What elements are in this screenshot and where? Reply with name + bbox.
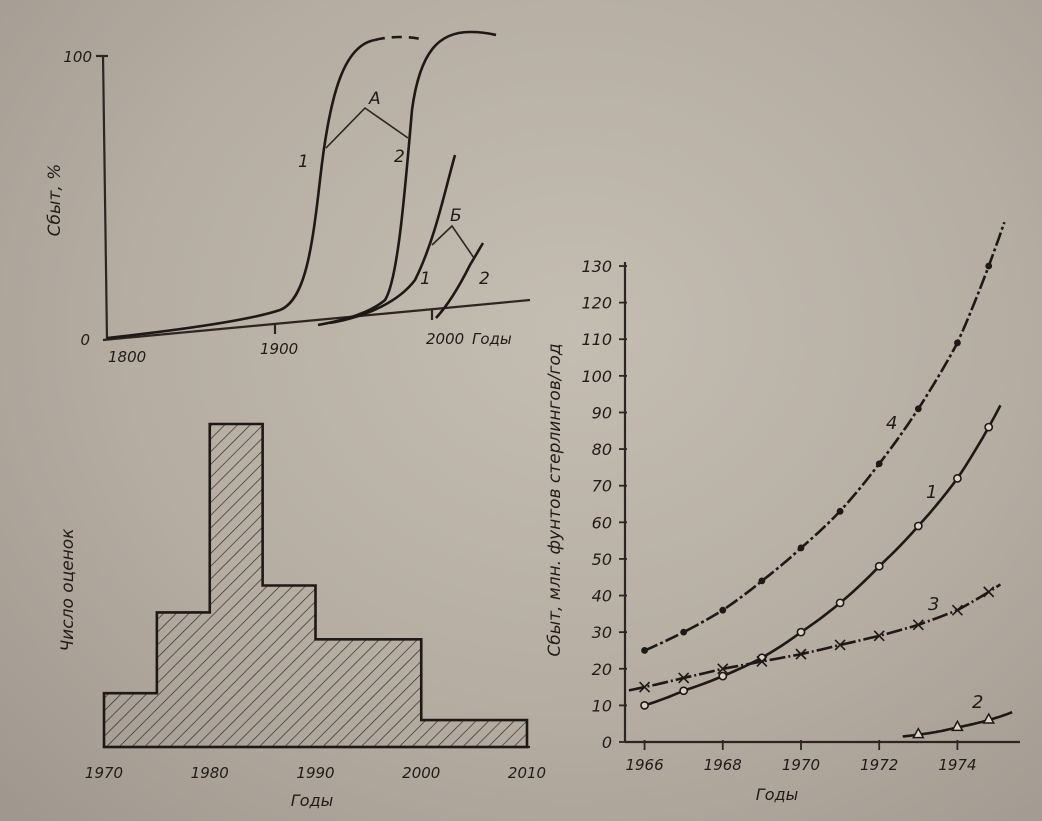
sales-y-tick-label: 50 — [592, 550, 612, 569]
sales-y-tick-label: 70 — [592, 477, 612, 496]
sales-y-tick-label: 10 — [592, 696, 612, 715]
s-curve-label-a2: 2 — [394, 147, 405, 167]
sales-y-tick-label: 40 — [592, 587, 612, 606]
sales-series-4-label: 4 — [886, 413, 897, 434]
s-curve-chart: 0 100 Сбыт, % 1800 1900 2000 Годы А Б 1 … — [45, 30, 531, 366]
sales-y-tick-label: 0 — [602, 733, 612, 752]
histogram-x-tick-label: 2000 — [402, 764, 440, 782]
sales-series-3-point — [951, 604, 963, 616]
s-curve-x-tick-label: 1800 — [108, 348, 146, 366]
s-curve-y-tick-label: 0 — [80, 331, 90, 349]
sales-x-tick-label: 1970 — [782, 756, 820, 774]
histogram-x-axis-label: Годы — [291, 791, 333, 810]
sales-series-1-point — [984, 422, 994, 432]
s-curve-label-b1: 1 — [420, 269, 431, 289]
sales-series-3-point — [834, 639, 846, 651]
sales-series-2-point — [912, 727, 925, 739]
sales-y-tick-label: 100 — [581, 367, 612, 386]
sales-series-1-label: 1 — [926, 482, 937, 503]
histogram-y-axis-label: Число оценок — [58, 528, 78, 652]
sales-y-tick-label: 60 — [592, 513, 612, 532]
sales-series-3-label: 3 — [928, 594, 939, 615]
sales-series-2-label: 2 — [972, 692, 983, 713]
sales-x-tick-label: 1966 — [625, 756, 663, 774]
s-curve-b1-line — [329, 154, 457, 325]
sales-series-4-line — [644, 221, 1006, 652]
sales-series-1-point — [679, 686, 689, 696]
sales-series-4-point — [985, 262, 993, 270]
sales-series-1-point — [796, 627, 806, 637]
sales-x-tick-label: 1972 — [860, 756, 898, 774]
sales-chart: 0 10 20 30 40 50 60 70 80 90 100 110 120 130 1966 1968 1… — [545, 221, 1020, 804]
s-curve-b-leader — [431, 224, 475, 259]
sales-y-tick-label: 130 — [581, 257, 612, 276]
sales-series-3-point — [795, 648, 807, 660]
sales-series-1-point — [913, 521, 923, 531]
sales-series-1-point — [718, 671, 728, 681]
sales-y-axis-label: Сбыт, млн. фунтов стерлингов/год — [545, 343, 565, 656]
s-curve-x-tick-label: 2000 — [426, 330, 464, 348]
sales-series-4-point — [719, 606, 727, 614]
sales-series-3-point — [717, 663, 729, 675]
sales-series-3-point — [873, 630, 885, 642]
sales-series-1-point — [757, 653, 767, 663]
histogram-x-tick-label: 1990 — [296, 764, 334, 782]
sales-series-3-point — [678, 672, 690, 684]
s-curve-b2-line — [435, 242, 485, 319]
histogram-x-tick-label: 2010 — [508, 764, 546, 782]
s-curve-a1-line — [106, 38, 376, 340]
sales-series-3-point — [756, 655, 768, 668]
sales-y-tick-label: 20 — [592, 660, 612, 679]
sales-series-4-point — [954, 339, 961, 347]
s-curve-x-axis-label: Годы — [472, 330, 512, 348]
sales-series-4-point — [641, 647, 648, 654]
sales-series-2-point — [982, 712, 995, 724]
sales-y-tick-label: 30 — [592, 623, 612, 642]
sales-x-tick-label: 1968 — [704, 756, 742, 774]
sales-series-3-point — [983, 586, 995, 598]
histogram-chart: 1970 1980 1990 2000 2010 Число оценок Годы — [58, 422, 546, 810]
histogram-x-tick-label: 1980 — [191, 764, 229, 782]
s-curve-y-axis-label: Сбыт, % — [45, 164, 65, 237]
sales-series-4-point — [836, 507, 844, 515]
s-curve-y-tick-label: 100 — [63, 48, 92, 66]
sales-y-tick-label: 110 — [581, 330, 612, 349]
histogram-bars — [102, 422, 529, 749]
s-curve-label-a1: 1 — [298, 152, 309, 172]
histogram-x-tick-label: 1970 — [85, 764, 123, 782]
sales-series-1-point — [835, 598, 845, 608]
s-curve-a-leader — [325, 106, 409, 149]
sales-x-axis-label: Годы — [756, 785, 798, 804]
sales-series-3-line — [628, 583, 1002, 692]
sales-x-tick-label: 1974 — [938, 756, 976, 774]
sales-series-4-point — [914, 405, 922, 413]
s-curve-y-axis — [101, 54, 109, 341]
sales-series-1-point — [874, 561, 884, 571]
sales-series-1-point — [953, 473, 962, 483]
sales-y-tick-label: 90 — [592, 403, 612, 422]
sales-series-1-line — [644, 404, 1002, 707]
sales-series-4-point — [797, 544, 805, 552]
sales-series-4-point — [758, 577, 766, 585]
sales-y-tick-label: 80 — [592, 440, 612, 459]
s-curve-x-axis — [102, 298, 531, 342]
s-curve-x-tick-label: 1900 — [260, 340, 298, 358]
s-curve-a2-line — [317, 30, 497, 327]
s-curve-a-dashed-top — [374, 35, 426, 42]
s-curve-annotation-a: А — [368, 89, 381, 109]
sales-y-tick-label: 120 — [581, 294, 612, 313]
sales-series-4-point — [680, 628, 688, 636]
s-curve-annotation-b: Б — [450, 206, 462, 226]
sales-series-3-point — [638, 681, 651, 693]
sales-series-1-point — [640, 700, 649, 710]
s-curve-label-b2: 2 — [479, 269, 490, 289]
sales-series-2-point — [951, 719, 964, 732]
sales-series-3-point — [912, 619, 924, 631]
sales-series-4-point — [875, 460, 883, 468]
